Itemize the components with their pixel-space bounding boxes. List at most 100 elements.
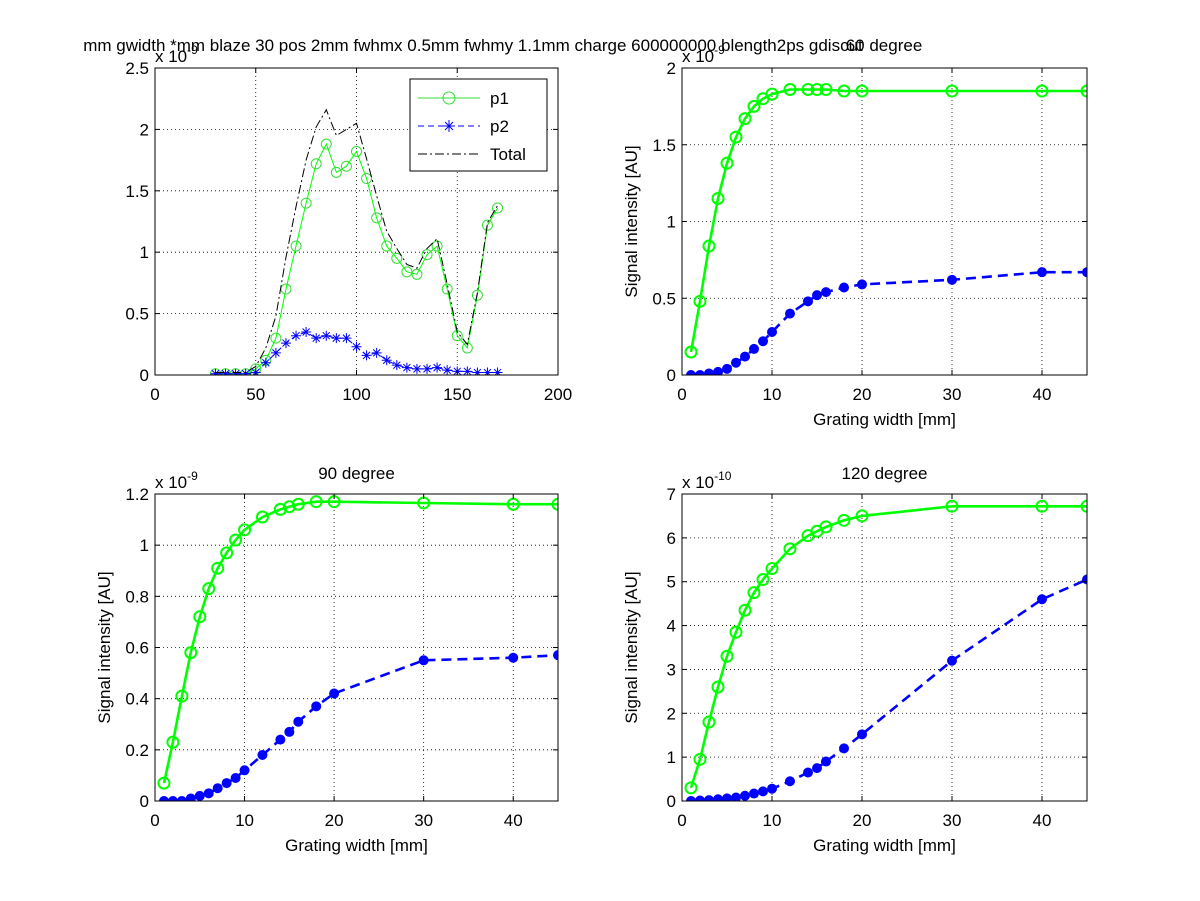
marker-p1 (411, 268, 423, 280)
marker-p1 (381, 240, 393, 252)
marker-p2 (311, 333, 322, 344)
legend-marker-p1 (442, 91, 456, 105)
axis-multiplier: x 10-9 (155, 469, 198, 492)
x-tick-label: 0 (677, 385, 686, 404)
axes-deg90: 0 10 20 30 40 0 0.2 0.4 0.6 0.8 1 1.2 (125, 485, 559, 830)
x-tick-label: 10 (763, 385, 782, 404)
marker-p1 (855, 509, 869, 523)
marker-p1 (175, 689, 189, 703)
marker-p2 (553, 650, 558, 661)
marker-p1 (720, 156, 734, 170)
marker-p1 (193, 610, 207, 624)
marker-p1 (300, 197, 312, 209)
marker-p2 (167, 796, 178, 801)
axes-deg120: 0 10 20 30 40 0 1 2 3 4 5 6 7 (667, 485, 1088, 830)
marker-p2 (803, 296, 813, 307)
marker-p2 (230, 368, 241, 375)
marker-p1 (783, 542, 797, 556)
marker-p2 (947, 655, 957, 666)
y-tick-label: 2.5 (125, 59, 149, 78)
axes-deg60: 0 10 20 30 40 0 0.5 1 1.5 2 (652, 59, 1088, 404)
y-tick-label: 3 (667, 660, 676, 679)
marker-p2 (442, 365, 453, 375)
y-tick-label: 0.8 (125, 587, 149, 606)
marker-p1 (431, 240, 443, 252)
marker-p1 (819, 82, 833, 96)
marker-p2 (275, 734, 286, 745)
x-tick-label: 40 (1033, 811, 1052, 830)
y-tick-label: 2 (140, 120, 149, 139)
marker-p1 (837, 513, 851, 527)
legend-label-p1: p1 (490, 89, 509, 108)
y-tick-label: 0.5 (125, 305, 149, 324)
y-tick-label: 7 (667, 485, 676, 504)
marker-p2 (158, 796, 169, 801)
marker-p2 (221, 778, 232, 789)
marker-p1 (801, 82, 815, 96)
y-tick-label: 5 (667, 573, 676, 592)
chart-title: 120 degree (841, 464, 927, 483)
marker-p2 (857, 279, 867, 290)
marker-p2 (758, 786, 768, 797)
marker-p1 (693, 294, 707, 308)
marker-p1 (481, 219, 493, 231)
marker-p2 (432, 362, 443, 373)
axis-multiplier: x 10-10 (682, 469, 732, 492)
y-axis-label: Signal intensity [AU] (622, 571, 641, 723)
marker-p1 (184, 646, 198, 660)
marker-p2 (411, 363, 422, 374)
y-tick-label: 0.4 (125, 690, 149, 709)
x-tick-label: 20 (325, 811, 344, 830)
marker-p2 (704, 368, 714, 375)
marker-p2 (311, 701, 322, 712)
series-line-Total (215, 108, 499, 373)
marker-p2 (740, 790, 750, 801)
marker-p1 (309, 495, 323, 509)
x-tick-label: 0 (150, 811, 159, 830)
marker-p1 (291, 497, 305, 511)
marker-p1 (729, 625, 743, 639)
series-line-p1 (689, 88, 1087, 353)
marker-p2 (185, 793, 196, 801)
x-tick-label: 30 (943, 385, 962, 404)
chart-title: 90 degree (318, 464, 395, 483)
y-tick-label: 1 (140, 536, 149, 555)
marker-p2 (260, 357, 271, 368)
marker-p2 (839, 282, 849, 293)
marker-p1 (391, 252, 403, 264)
marker-p2 (301, 327, 312, 338)
marker-p2 (767, 327, 777, 338)
x-tick-label: 10 (235, 811, 254, 830)
y-tick-label: 1 (667, 213, 676, 232)
marker-p2 (280, 338, 291, 349)
marker-p1 (711, 680, 725, 694)
x-tick-label: 50 (246, 385, 265, 404)
x-tick-label: 200 (544, 385, 572, 404)
marker-p1 (211, 561, 225, 575)
marker-p2 (803, 767, 813, 778)
marker-p2 (321, 330, 332, 341)
marker-p2 (240, 368, 251, 375)
y-tick-label: 0 (140, 792, 149, 811)
marker-p2 (472, 367, 483, 375)
marker-p1 (471, 289, 483, 301)
y-tick-label: 2 (667, 59, 676, 78)
marker-p2 (371, 347, 382, 358)
y-tick-label: 1 (667, 748, 676, 767)
marker-p1 (202, 582, 216, 596)
x-tick-label: 20 (853, 811, 872, 830)
marker-p1 (945, 84, 959, 98)
series-group (157, 495, 558, 801)
marker-p1 (738, 603, 752, 617)
marker-p2 (212, 783, 223, 794)
x-axis-label: Grating width [mm] (813, 836, 956, 855)
marker-p2 (270, 347, 281, 358)
marker-p1 (290, 240, 302, 252)
marker-p1 (157, 776, 171, 790)
plot-area (155, 494, 558, 801)
marker-p2 (722, 363, 732, 374)
marker-p1 (747, 99, 761, 113)
marker-p1 (702, 715, 716, 729)
marker-p1 (1035, 499, 1049, 513)
